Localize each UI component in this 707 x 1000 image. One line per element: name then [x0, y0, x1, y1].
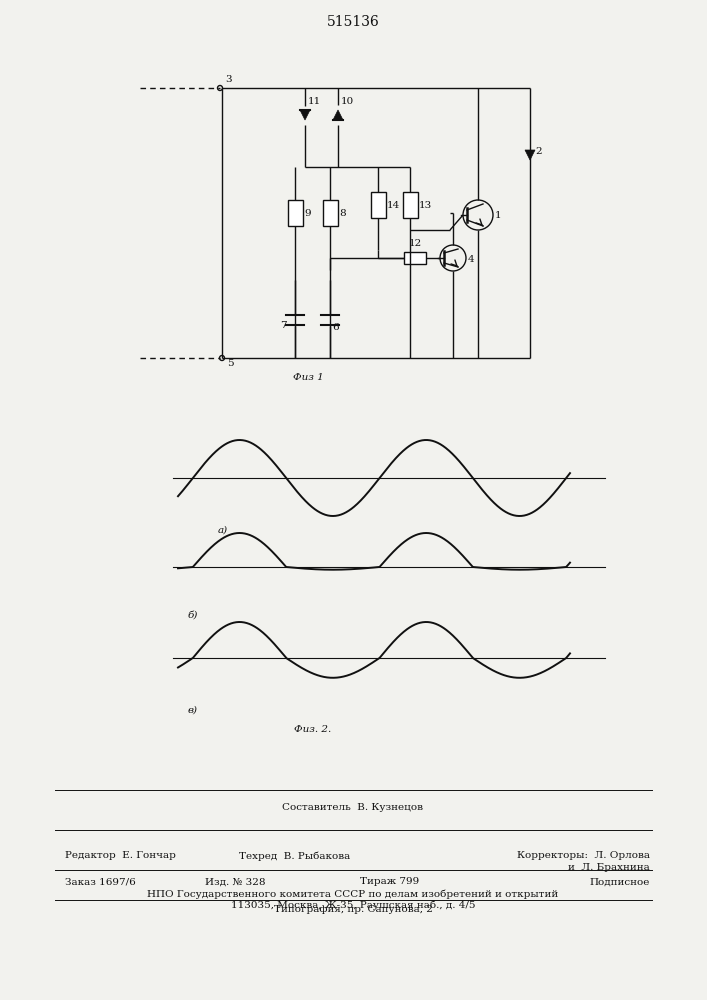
Text: Техред  В. Рыбакова: Техред В. Рыбакова: [240, 851, 351, 861]
Polygon shape: [300, 110, 310, 120]
Text: Редактор  Е. Гончар: Редактор Е. Гончар: [65, 852, 176, 860]
Text: Корректоры:  Л. Орлова: Корректоры: Л. Орлова: [517, 852, 650, 860]
Text: Физ 1: Физ 1: [293, 373, 323, 382]
Text: 10: 10: [341, 98, 354, 106]
Bar: [322, 200, 337, 226]
Text: 8: 8: [339, 209, 346, 218]
Text: Составитель  В. Кузнецов: Составитель В. Кузнецов: [283, 804, 423, 812]
Text: 113035, Москва, Ж-35, Раушская наб., д. 4/5: 113035, Москва, Ж-35, Раушская наб., д. …: [230, 900, 475, 910]
Text: 14: 14: [387, 200, 400, 210]
Text: 1: 1: [495, 211, 502, 220]
Text: Типография, пр. Сапунова, 2: Типография, пр. Сапунова, 2: [274, 906, 433, 914]
Bar: [288, 200, 303, 226]
Text: Заказ 1697/6: Заказ 1697/6: [65, 878, 136, 886]
Text: 13: 13: [419, 200, 432, 210]
Text: Физ. 2.: Физ. 2.: [294, 726, 332, 734]
Bar: [402, 192, 418, 218]
Text: НПО Государственного комитета СССР по делам изобретений и открытий: НПО Государственного комитета СССР по де…: [147, 889, 559, 899]
Text: 515136: 515136: [327, 15, 380, 29]
Text: Изд. № 328: Изд. № 328: [205, 878, 265, 886]
Text: 2: 2: [535, 147, 542, 156]
Bar: [370, 192, 385, 218]
Text: в): в): [188, 706, 198, 714]
Text: Тираж 799: Тираж 799: [361, 878, 420, 886]
Text: 9: 9: [304, 209, 310, 218]
Text: 3: 3: [225, 76, 232, 85]
Polygon shape: [333, 110, 343, 120]
Text: 5: 5: [227, 360, 233, 368]
Text: 7: 7: [281, 320, 287, 330]
Bar: [404, 252, 426, 264]
Text: б): б): [188, 610, 199, 619]
Text: 4: 4: [468, 255, 474, 264]
Polygon shape: [525, 150, 535, 160]
Text: 6: 6: [332, 324, 339, 332]
Text: 11: 11: [308, 98, 321, 106]
Text: а): а): [218, 526, 228, 534]
Text: и  Л. Брахнина: и Л. Брахнина: [568, 863, 650, 872]
Text: Подписное: Подписное: [590, 878, 650, 886]
Text: 12: 12: [409, 239, 421, 248]
